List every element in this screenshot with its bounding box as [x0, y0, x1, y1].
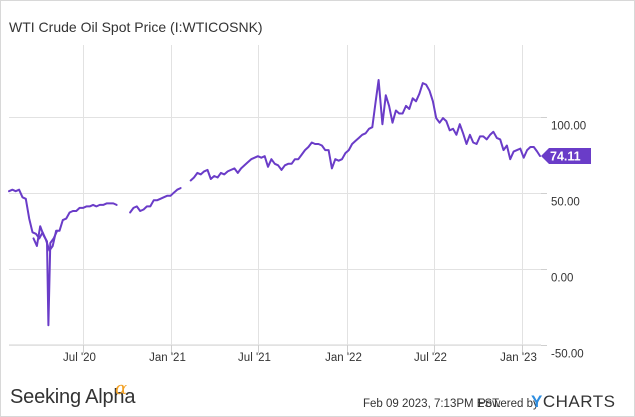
brand-name: Seeking Alpha [10, 386, 136, 408]
ycharts-logo[interactable]: YCHARTS [531, 392, 615, 412]
x-tick-label: Jan '21 [149, 352, 186, 364]
footer: Seeking Alpha α Feb 09 2023, 7:13PM EST.… [0, 378, 635, 417]
series-line [129, 187, 182, 214]
alpha-logo-icon: α [115, 378, 128, 399]
x-tick-label: Jan '22 [325, 352, 362, 364]
y-tick-label: 100.00 [551, 121, 586, 133]
series-lines [8, 79, 541, 327]
series-line [189, 79, 541, 182]
last-value-label: 74.11 [550, 150, 581, 164]
seeking-alpha-logo[interactable]: Seeking Alpha [10, 386, 135, 409]
last-value-badge-shape [541, 148, 591, 164]
ycharts-logo-text: CHARTS [542, 392, 616, 411]
last-value-badge: 74.11 [541, 148, 591, 164]
series-line [32, 225, 59, 327]
gridlines [9, 45, 541, 346]
series-line [8, 188, 118, 252]
x-tick-label: Jan '23 [500, 352, 537, 364]
x-tick-label: Jul '20 [63, 352, 96, 364]
x-tick-label: Jul '21 [238, 352, 271, 364]
y-tick-label: -50.00 [551, 349, 584, 361]
y-axis: 100.00 50.00 0.00 -50.00 [541, 117, 586, 361]
chart-title: WTI Crude Oil Spot Price (I:WTICOSNK) [9, 19, 263, 35]
y-tick-label: 50.00 [551, 197, 580, 209]
x-axis: Jul '20 Jan '21 Jul '21 Jan '22 Jul '22 Jan '… [63, 345, 537, 364]
powered-by-label: Powered by [478, 398, 539, 410]
timestamp: Feb 09 2023, 7:13PM EST. [363, 398, 502, 410]
ycharts-logo-y: Y [531, 392, 543, 411]
y-tick-label: 0.00 [551, 273, 573, 285]
x-tick-label: Jul '22 [414, 352, 447, 364]
